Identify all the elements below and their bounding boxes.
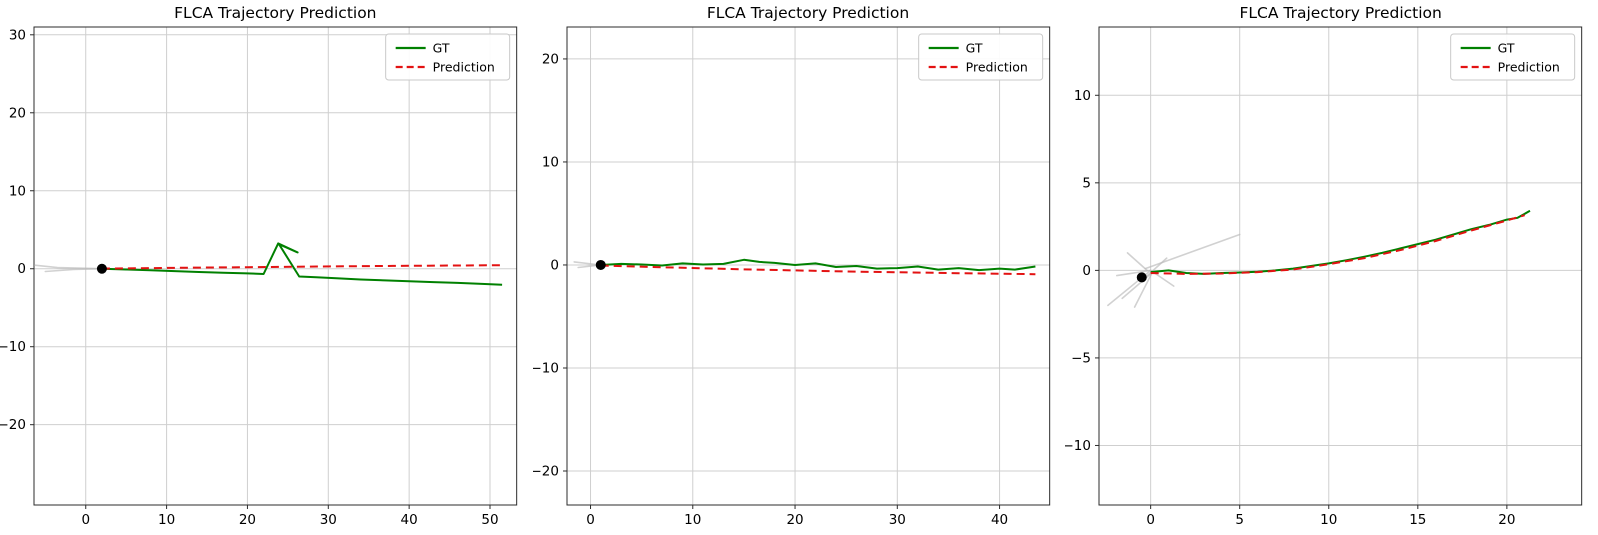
x-tick-label: 40 bbox=[401, 512, 418, 528]
y-tick-label: 20 bbox=[9, 105, 26, 121]
chart-panel-1: FLCA Trajectory Prediction 0 10 20 30 40 50 −2… bbox=[0, 0, 533, 535]
x-tick-label: 10 bbox=[684, 512, 701, 528]
chart-svg-2: 0 10 20 30 40 −20 −10 0 10 20 GT Prediction bbox=[533, 26, 1050, 528]
gt-line bbox=[101, 242, 503, 286]
legend-label-prediction: Prediction bbox=[1498, 60, 1560, 75]
chart-title: FLCA Trajectory Prediction bbox=[1239, 4, 1442, 22]
y-tick-label: 20 bbox=[541, 51, 558, 67]
x-tick-label: 20 bbox=[786, 512, 803, 528]
x-tick-label: 10 bbox=[158, 512, 175, 528]
y-tick-label: 0 bbox=[17, 261, 26, 277]
history-line bbox=[1134, 271, 1154, 308]
y-tick-label: 10 bbox=[541, 154, 558, 170]
chart-panel-2: FLCA Trajectory Prediction 0 10 20 30 40 −20 −… bbox=[533, 0, 1066, 535]
legend-label-prediction: Prediction bbox=[433, 60, 495, 75]
history-line bbox=[1143, 257, 1168, 280]
x-tick-label: 30 bbox=[320, 512, 337, 528]
x-tick-label: 15 bbox=[1410, 512, 1427, 528]
history-line bbox=[1127, 252, 1149, 272]
x-tick-label: 0 bbox=[586, 512, 595, 528]
x-tick-label: 50 bbox=[481, 512, 498, 528]
history-line bbox=[1116, 269, 1152, 277]
x-tick-label: 20 bbox=[239, 512, 256, 528]
legend-box bbox=[1450, 33, 1576, 81]
prediction-line bbox=[101, 264, 503, 270]
y-tick-label: 0 bbox=[550, 257, 559, 273]
chart-svg-1: 0 10 20 30 40 50 −20 −10 0 10 20 30 GT Prediction bbox=[0, 26, 518, 528]
chart-title: FLCA Trajectory Prediction bbox=[706, 4, 910, 22]
x-tick-label: 0 bbox=[1147, 512, 1156, 528]
y-tick-label: −20 bbox=[533, 464, 559, 480]
x-tick-label: 30 bbox=[888, 512, 905, 528]
start-marker bbox=[595, 259, 606, 270]
x-tick-label: 10 bbox=[1321, 512, 1338, 528]
prediction-line bbox=[1151, 214, 1526, 275]
y-tick-label: 30 bbox=[9, 27, 26, 43]
legend-label-gt: GT bbox=[433, 41, 450, 56]
legend-label-gt: GT bbox=[965, 41, 982, 56]
legend-box bbox=[917, 33, 1043, 81]
chart-svg-3: 0 5 10 15 20 −10 −5 0 5 10 GT Prediction bbox=[1065, 26, 1583, 528]
y-tick-label: 0 bbox=[1083, 263, 1092, 279]
prediction-line bbox=[600, 264, 1036, 276]
history-line bbox=[44, 267, 103, 273]
y-tick-label: −10 bbox=[1065, 438, 1091, 454]
y-tick-label: 10 bbox=[1074, 88, 1091, 104]
legend-box bbox=[385, 33, 511, 81]
plot-border bbox=[1098, 26, 1583, 506]
chart-panel-3: FLCA Trajectory Prediction 0 5 10 15 20 −10 −5… bbox=[1065, 0, 1598, 535]
y-tick-label: −20 bbox=[0, 417, 26, 433]
x-tick-label: 5 bbox=[1236, 512, 1245, 528]
y-tick-label: 5 bbox=[1083, 175, 1092, 191]
y-tick-label: −10 bbox=[0, 339, 26, 355]
chart-title: FLCA Trajectory Prediction bbox=[174, 4, 377, 22]
plot-border bbox=[33, 26, 518, 506]
plot-border bbox=[566, 26, 1050, 506]
legend-label-prediction: Prediction bbox=[965, 60, 1027, 75]
x-tick-label: 20 bbox=[1499, 512, 1516, 528]
y-tick-label: 10 bbox=[9, 183, 26, 199]
legend-label-gt: GT bbox=[1498, 41, 1515, 56]
history-line bbox=[33, 264, 103, 270]
x-tick-label: 40 bbox=[991, 512, 1008, 528]
start-marker bbox=[1137, 272, 1148, 283]
x-tick-label: 0 bbox=[81, 512, 90, 528]
gt-line bbox=[1150, 209, 1531, 275]
start-marker bbox=[96, 263, 107, 274]
y-tick-label: −10 bbox=[533, 360, 559, 376]
y-tick-label: −5 bbox=[1071, 350, 1091, 366]
gt-line bbox=[600, 258, 1036, 272]
history-line bbox=[1144, 233, 1241, 270]
